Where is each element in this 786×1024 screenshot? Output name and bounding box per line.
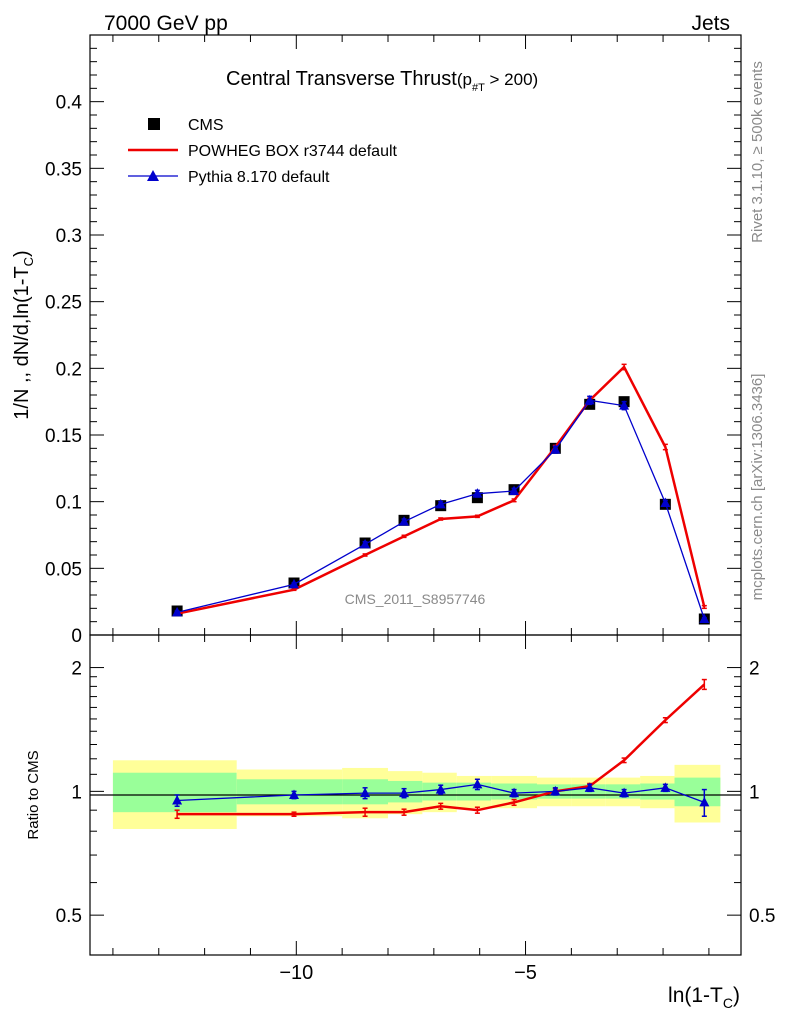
main-pythia-point (399, 516, 410, 526)
ratio-pythia-point (509, 787, 520, 798)
y-tick-label: 0.05 (45, 559, 82, 580)
ratio-tick-label-right: 1 (749, 782, 760, 803)
legend: CMS POWHEG BOX r3744 default Pythia 8.17… (128, 117, 398, 186)
legend-cms-marker (148, 118, 160, 130)
main-pythia-line (176, 399, 705, 620)
x-tick-label: −10 (279, 962, 313, 984)
ratio-y-tick-labels: 0.5 0.5 1 1 2 2 (56, 659, 776, 928)
ratio-pythia-point (172, 795, 183, 805)
main-pythia-point (660, 497, 671, 507)
chart-title: Central Transverse Thrust(p#T > 200) (226, 68, 538, 94)
y-tick-label: 0.35 (45, 159, 82, 180)
ratio-pythia-point (472, 778, 483, 789)
ratio-tick-label: 1 (71, 782, 82, 803)
main-pythia-point (360, 538, 371, 549)
ratio-plot-series (172, 678, 710, 820)
main-plot-series (171, 363, 710, 625)
legend-powheg-label: POWHEG BOX r3744 default (188, 143, 398, 160)
ratio-pythia-point (435, 784, 446, 794)
ratio-pythia-point (360, 787, 371, 798)
ratio-pythia-point (584, 782, 595, 792)
x-tick-labels: −10 −5 (279, 962, 537, 984)
ratio-tick-label-right: 0.5 (749, 906, 775, 927)
main-pythia-point (699, 613, 710, 623)
y-tick-label: 0.15 (45, 426, 82, 447)
ratio-pythia-point (699, 796, 710, 807)
main-pythia-point (435, 498, 446, 509)
y-axis-label: 1/N ,, dN/d,ln(1-TC) (11, 250, 36, 419)
ratio-powheg-line (177, 683, 706, 816)
analysis-watermark: CMS_2011_S8957746 (345, 591, 486, 607)
ratio-pythia-point (660, 782, 671, 792)
main-pythia-point (550, 444, 561, 454)
main-pythia-point (509, 485, 520, 495)
main-pythia-point (584, 394, 595, 405)
main-pythia-point (619, 400, 630, 410)
ratio-band-inner (236, 779, 343, 805)
ratio-band-inner (456, 782, 492, 801)
x-axis-label: ln(1-TC) (668, 984, 740, 1011)
legend-pythia-marker (147, 170, 159, 181)
axis-ticks (90, 35, 741, 955)
ratio-tick-label: 2 (71, 659, 82, 680)
main-y-tick-labels: 0 0.05 0.1 0.15 0.2 0.25 0.3 0.35 0.4 (45, 93, 82, 647)
main-pythia-point (172, 606, 183, 617)
ratio-pythia-point (550, 785, 561, 796)
main-pythia-point (289, 578, 300, 589)
header-left: 7000 GeV pp (104, 12, 228, 35)
ratio-pythia-point (619, 787, 630, 798)
mcplots-source-text: mcplots.cern.ch [arXiv:1306.3436] (749, 374, 766, 601)
header-right: Jets (691, 12, 730, 35)
y-tick-label: 0.3 (56, 226, 82, 247)
y-tick-label: 0.4 (56, 93, 83, 114)
rivet-version-text: Rivet 3.1.10, ≥ 500k events (749, 61, 766, 243)
ratio-pythia-point (399, 787, 410, 798)
ratio-tick-label-right: 2 (749, 659, 760, 680)
main-powheg-line (176, 364, 706, 615)
main-pythia-point (472, 488, 483, 498)
legend-pythia-label: Pythia 8.170 default (188, 169, 330, 186)
ratio-tick-label: 0.5 (56, 906, 82, 927)
ratio-band-inner (674, 777, 721, 807)
y-tick-label: 0.2 (56, 359, 82, 380)
ratio-y-axis-label: Ratio to CMS (25, 750, 42, 839)
y-tick-label: 0.1 (56, 493, 82, 514)
legend-cms-label: CMS (188, 117, 224, 134)
x-tick-label: −5 (514, 962, 537, 984)
y-tick-label: 0 (71, 626, 82, 647)
ratio-pythia-point (289, 789, 300, 799)
ratio-pythia-line (177, 783, 705, 804)
y-tick-label: 0.25 (45, 293, 82, 314)
